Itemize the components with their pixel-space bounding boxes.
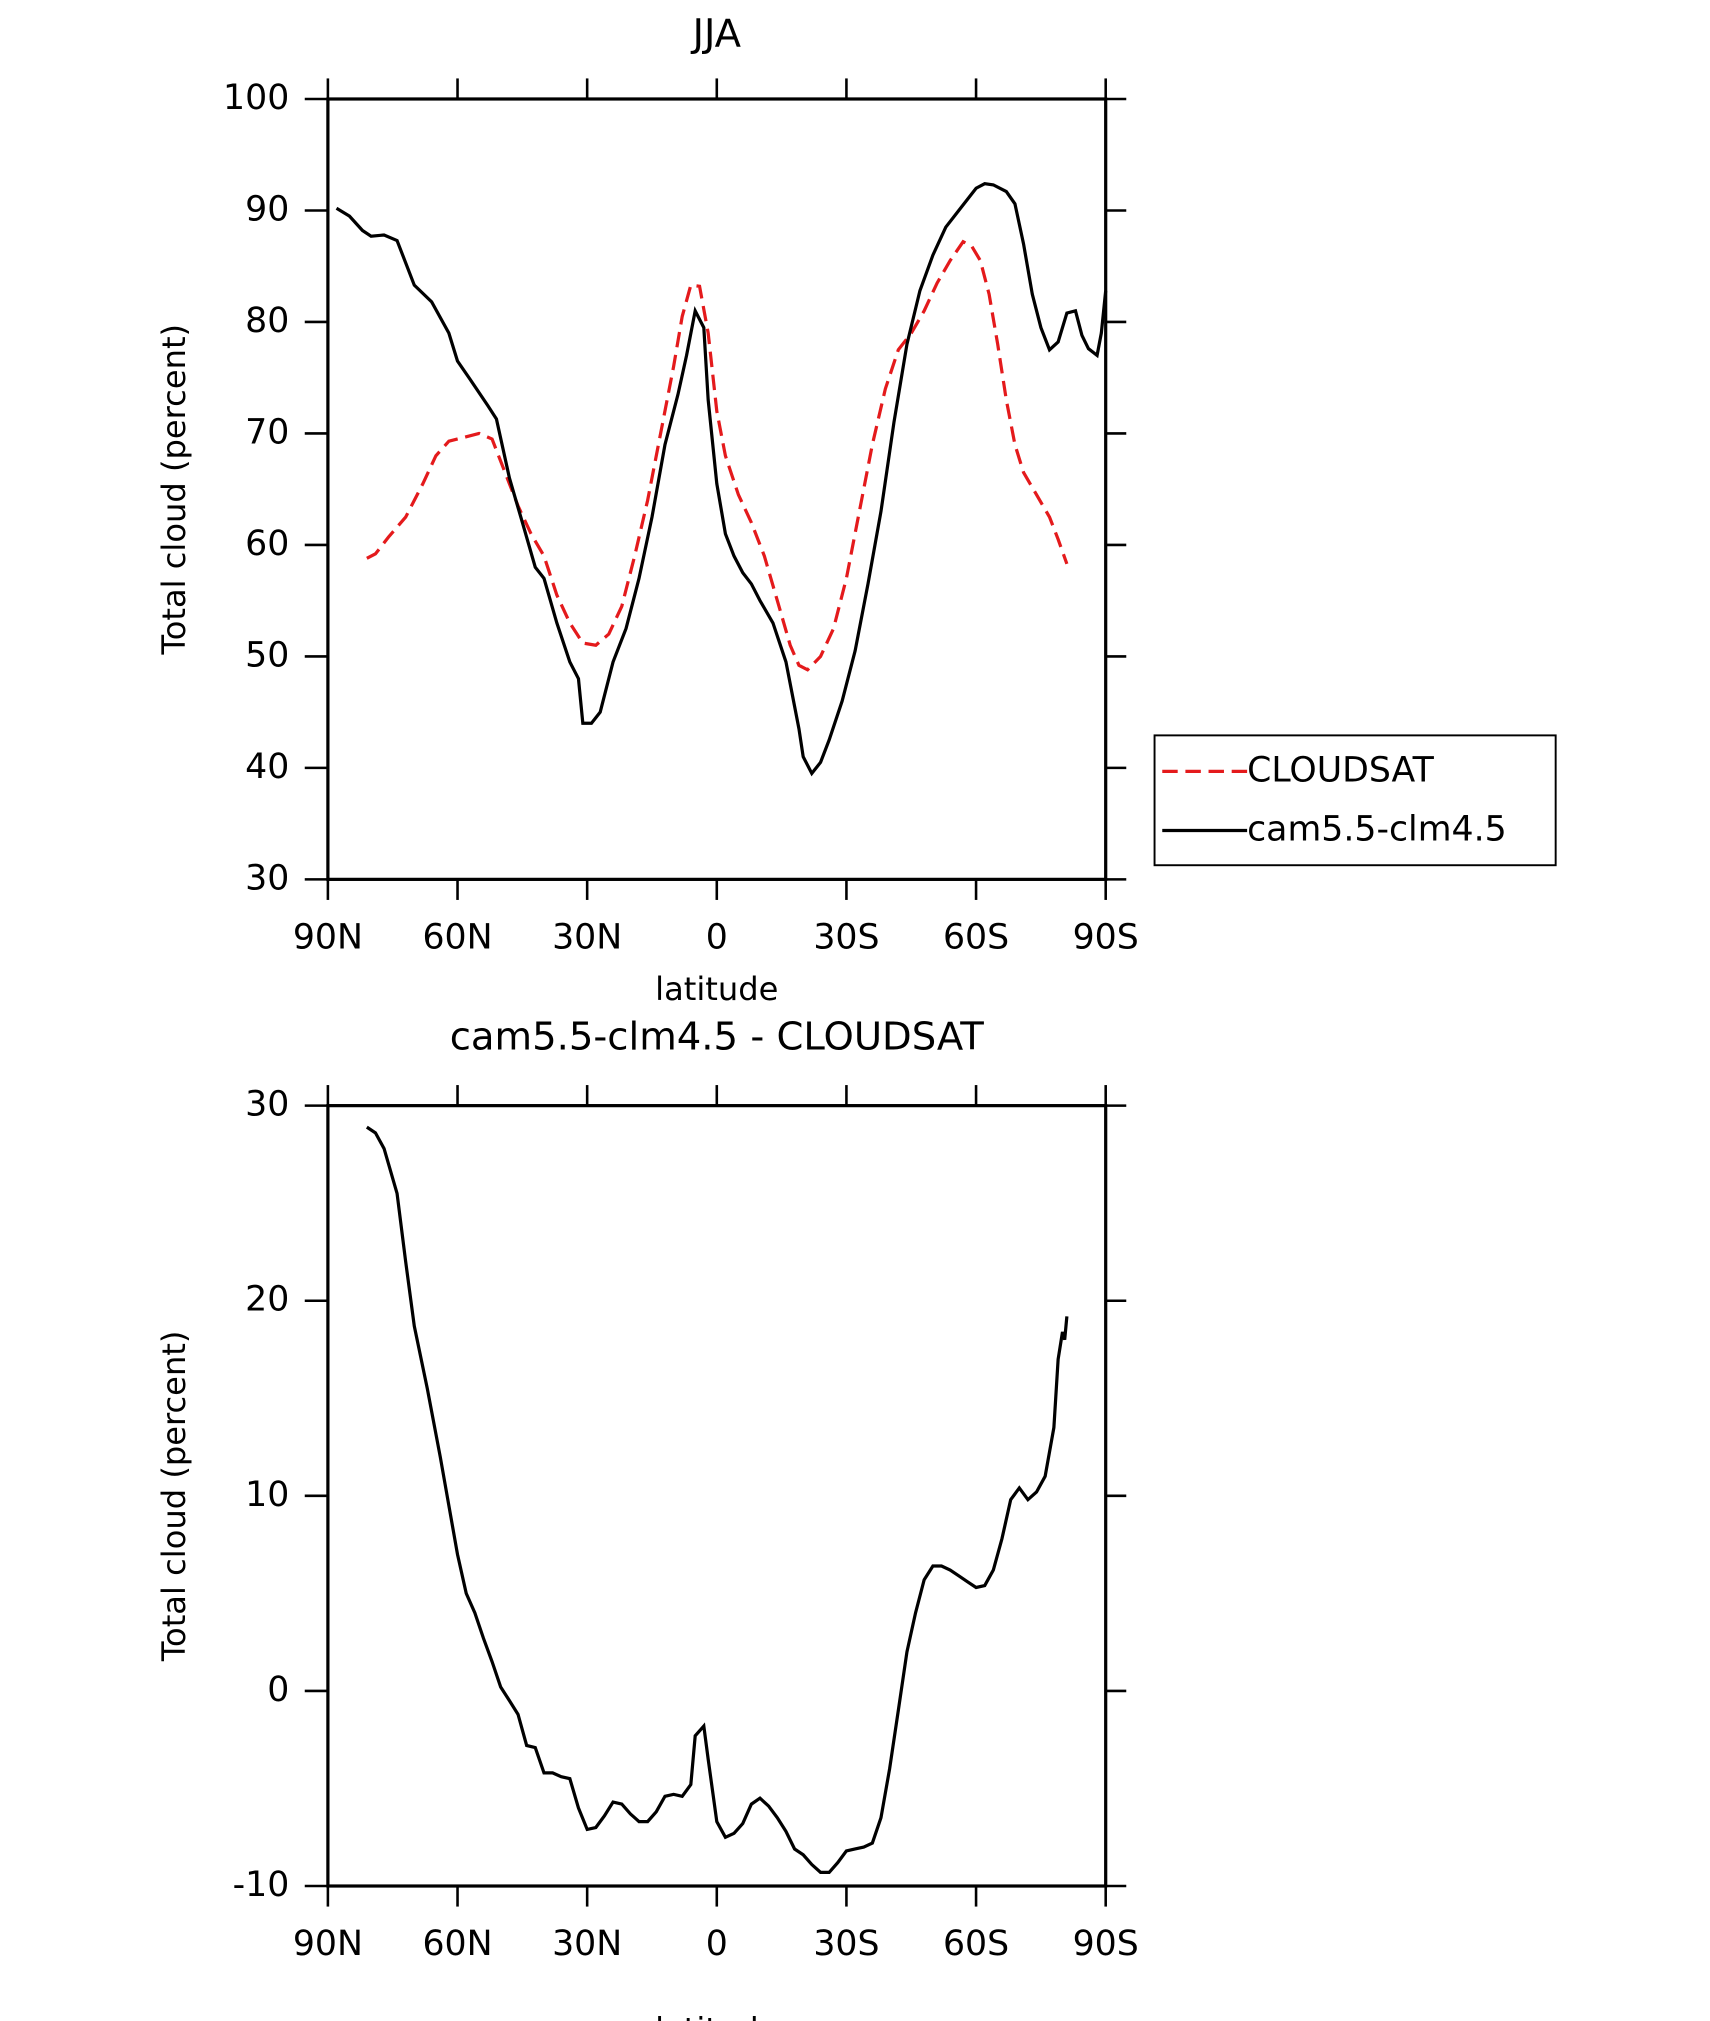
y-tick-label: 100 [223, 78, 289, 118]
y-tick-label: 40 [245, 747, 289, 787]
legend-label: cam5.5-clm4.5 [1247, 810, 1507, 850]
x-tick-label: 0 [706, 918, 728, 958]
y-tick-label: 0 [267, 1670, 289, 1710]
y-axis-label: Total cloud (percent) [155, 1331, 193, 1663]
x-tick-label: 60N [422, 1924, 492, 1964]
x-tick-label: 90N [293, 918, 363, 958]
x-tick-label: 60S [943, 918, 1009, 958]
data-line [335, 182, 1108, 777]
x-tick-label: 90S [1073, 918, 1139, 958]
x-tick-label: 30S [813, 1924, 879, 1964]
data-line [365, 1125, 1069, 1874]
x-tick-label: 90S [1073, 1924, 1139, 1964]
x-tick-label: 90N [293, 1924, 363, 1964]
y-tick-label: 70 [245, 412, 289, 452]
y-tick-label: 10 [245, 1475, 289, 1515]
y-axis-label: Total cloud (percent) [155, 324, 193, 656]
y-tick-label: 20 [245, 1280, 289, 1320]
x-tick-label: 60S [943, 1924, 1009, 1964]
y-tick-label: 50 [245, 635, 289, 675]
data-line [366, 239, 1069, 672]
plot-frame [326, 97, 1108, 881]
x-tick-label: 0 [706, 1924, 728, 1964]
chart-title: JJA [691, 11, 742, 56]
legend-box [1153, 734, 1557, 867]
plot-frame [326, 1104, 1108, 1888]
x-axis-label: latitude [655, 970, 778, 1008]
y-tick-label: 80 [245, 301, 289, 341]
x-tick-label: 60N [422, 918, 492, 958]
y-tick-label: 30 [245, 1085, 289, 1125]
x-tick-label: 30N [552, 918, 622, 958]
x-tick-label: 30N [552, 1924, 622, 1964]
x-tick-label: 30S [813, 918, 879, 958]
y-tick-label: 30 [245, 858, 289, 898]
legend-label: CLOUDSAT [1247, 750, 1434, 790]
y-tick-label: 60 [245, 524, 289, 564]
chart-title: cam5.5-clm4.5 - CLOUDSAT [450, 1014, 985, 1059]
x-axis-label: latitude [655, 2010, 778, 2021]
y-tick-label: -10 [233, 1865, 290, 1905]
y-tick-label: 90 [245, 189, 289, 229]
